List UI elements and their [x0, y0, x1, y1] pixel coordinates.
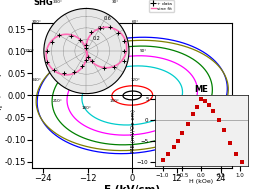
Point	[234, 152, 238, 155]
Point	[207, 104, 211, 107]
Point	[216, 118, 221, 121]
Y-axis label: ME (mV/Oe cm): ME (mV/Oe cm)	[131, 109, 135, 152]
Y-axis label: P (μc/cm²): P (μc/cm²)	[0, 72, 3, 119]
Point	[228, 142, 232, 145]
Point	[195, 106, 199, 109]
Point	[240, 161, 244, 164]
Legend: + data, sine fit: + data, sine fit	[149, 0, 174, 12]
Text: SHG: SHG	[34, 0, 53, 7]
X-axis label: H (kOe): H (kOe)	[189, 179, 213, 184]
Point	[199, 97, 203, 100]
Point	[160, 158, 165, 161]
X-axis label: E (kV/cm): E (kV/cm)	[104, 185, 160, 189]
Point	[176, 139, 180, 143]
Point	[186, 122, 190, 125]
Point	[172, 146, 176, 149]
Point	[166, 152, 170, 155]
Point	[203, 99, 207, 102]
Point	[211, 110, 215, 113]
Point	[180, 131, 184, 134]
Point	[222, 129, 227, 132]
Point	[191, 112, 196, 115]
Title: ME: ME	[194, 85, 208, 94]
